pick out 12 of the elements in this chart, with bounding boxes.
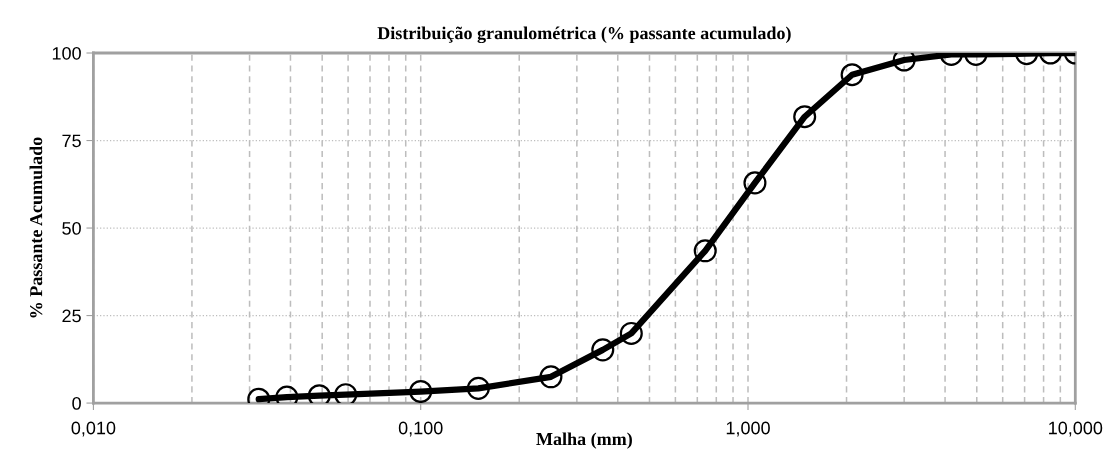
y-tick-label: 50 [62, 221, 81, 235]
chart-title: Distribuição granulométrica (% passante acumulado) [377, 26, 791, 44]
x-tick-label: 1,000 [726, 421, 770, 437]
y-tick-label: 25 [62, 309, 81, 323]
x-tick-label: 0,010 [71, 421, 116, 437]
y-tick-label: 100 [52, 46, 81, 60]
y-axis-title: % Passante Acumulado [29, 137, 43, 318]
y-tick-label: 75 [62, 134, 81, 148]
x-tick-label: 0,100 [398, 421, 443, 437]
x-axis-title: Malha (mm) [536, 432, 632, 449]
y-tick-label: 0 [72, 397, 81, 410]
x-tick-label: 10,000 [1049, 421, 1103, 437]
